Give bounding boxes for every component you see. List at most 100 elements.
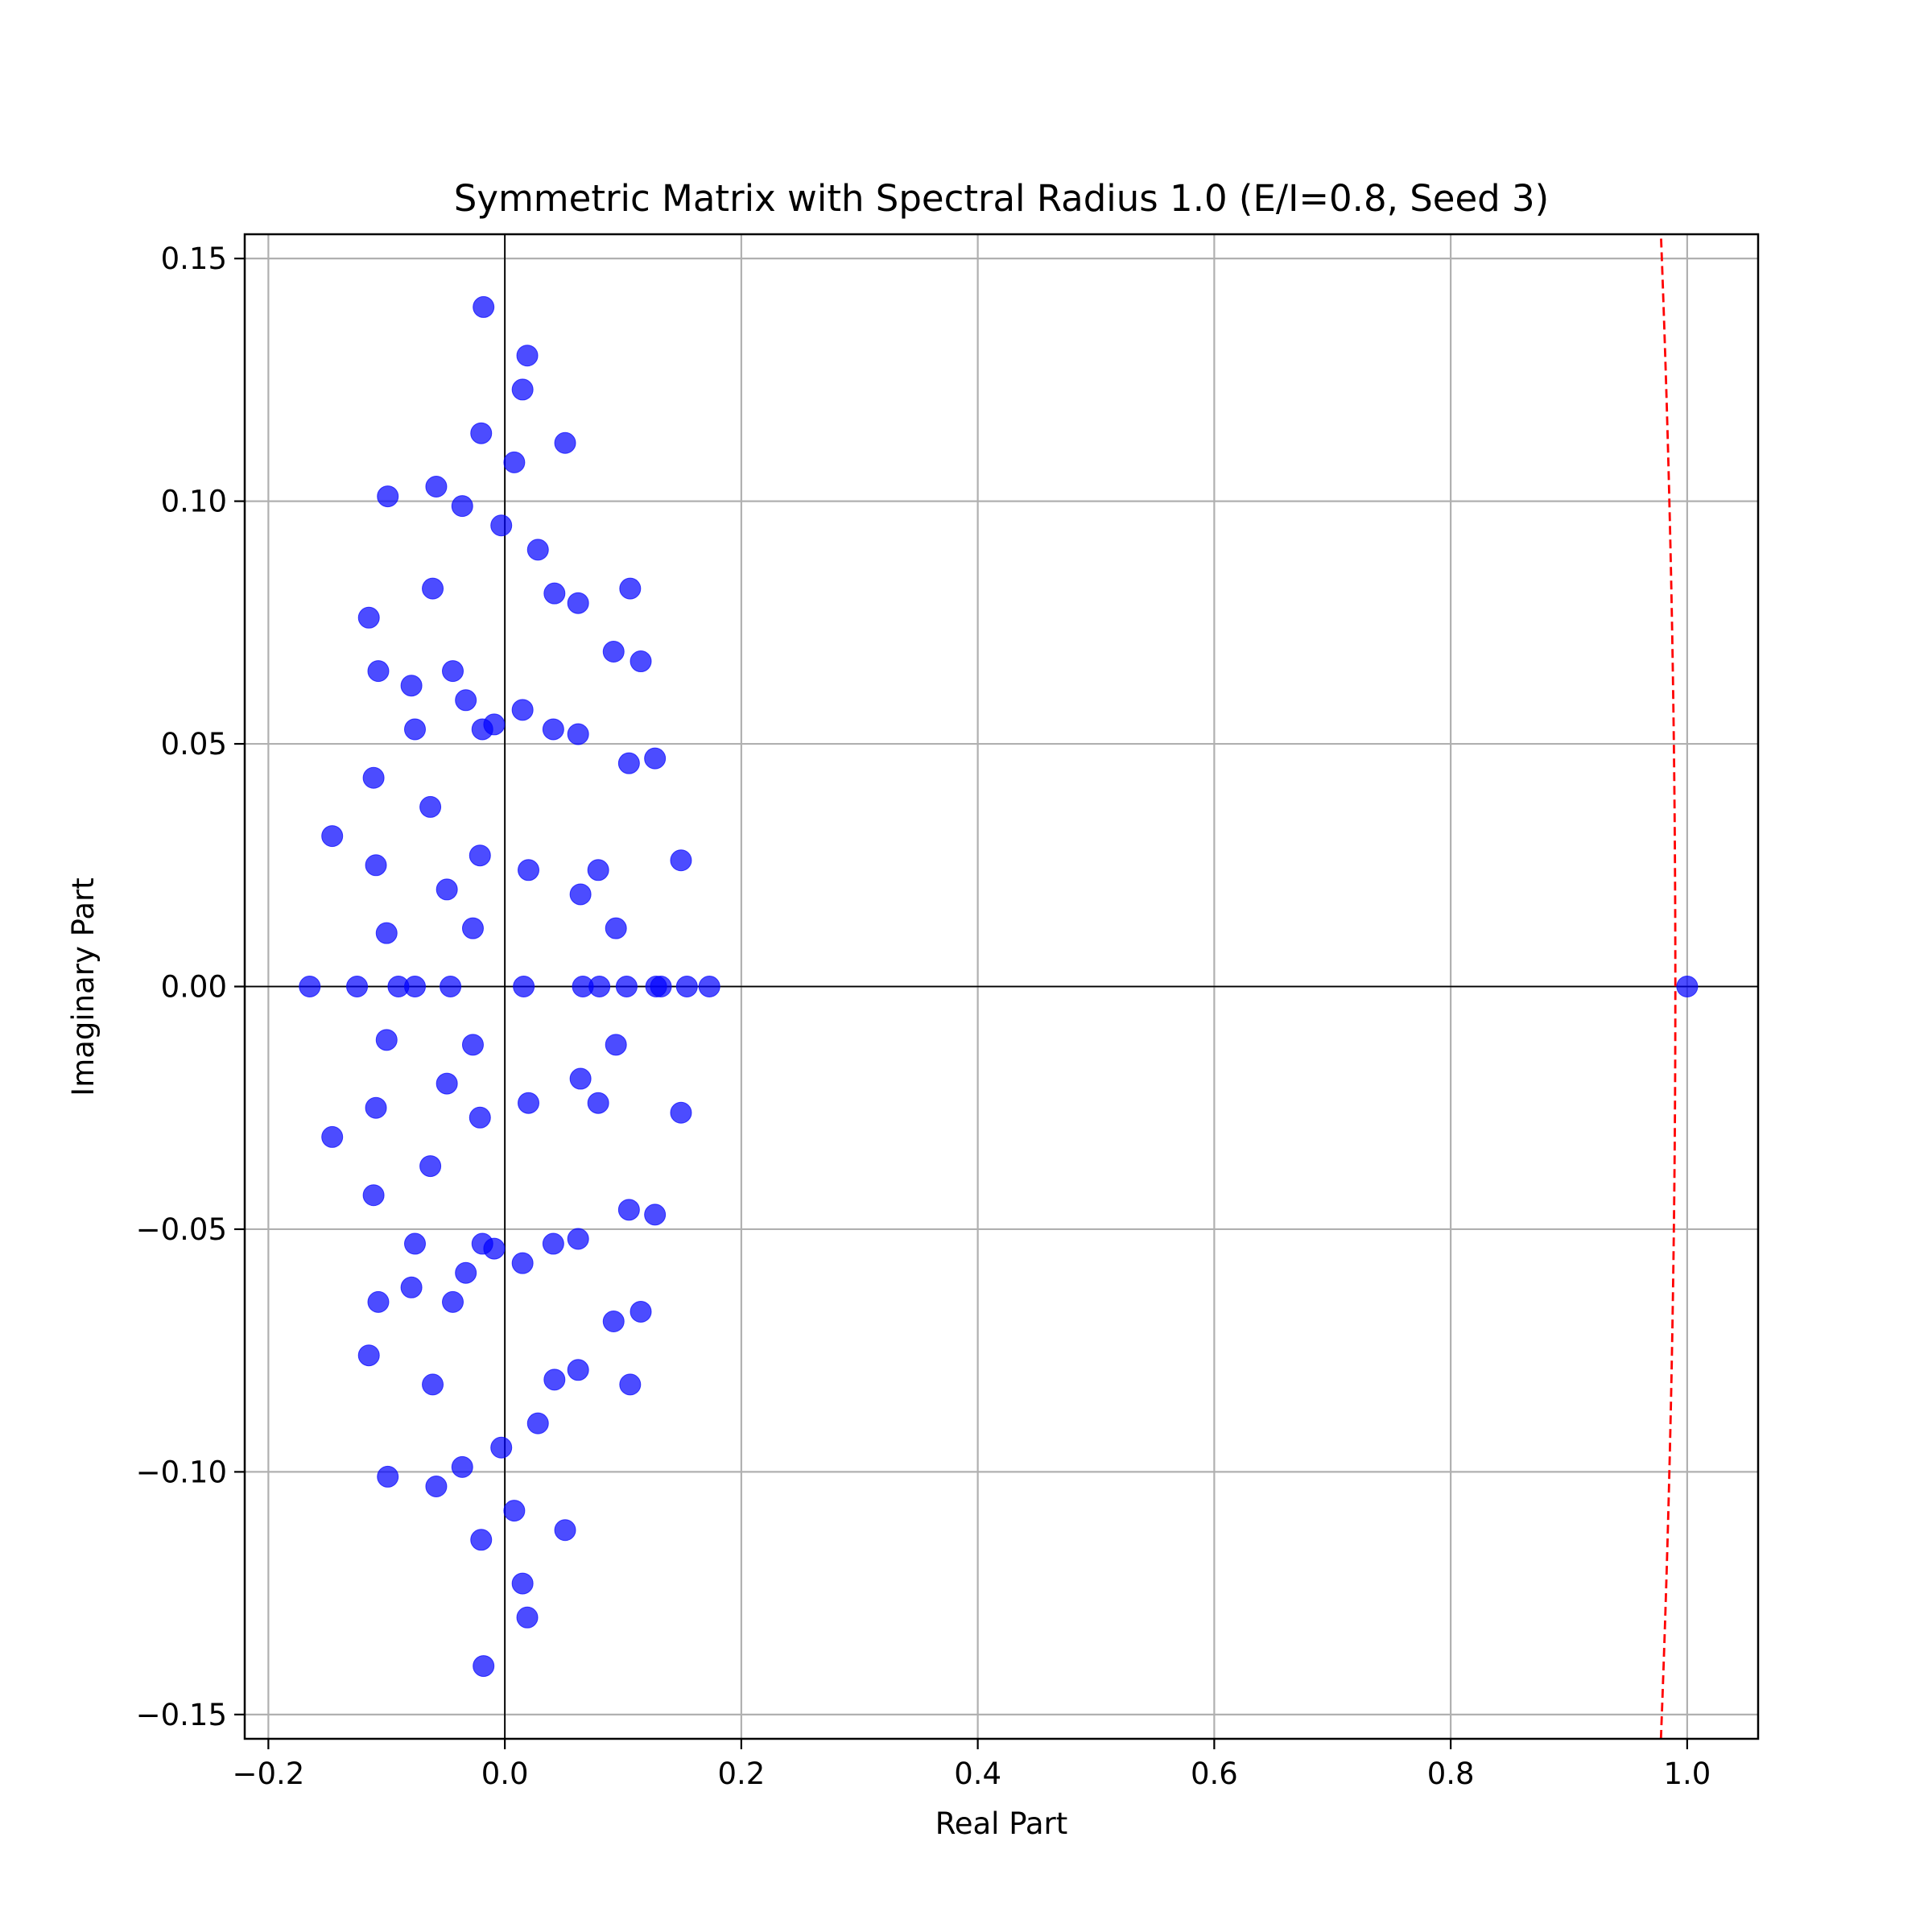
eigenvalue-point bbox=[419, 795, 442, 818]
eigenvalue-point bbox=[543, 1368, 566, 1391]
eigenvalue-point bbox=[357, 606, 380, 629]
eigenvalue-point bbox=[469, 1106, 491, 1129]
eigenvalue-point bbox=[615, 976, 638, 997]
eigenvalue-point bbox=[605, 1034, 627, 1056]
eigenvalue-point bbox=[365, 854, 387, 877]
x-tick-label: 1.0 bbox=[1663, 1757, 1711, 1791]
eigenvalue-point bbox=[451, 1455, 473, 1478]
eigenvalue-point bbox=[569, 883, 592, 906]
y-axis-label: Imaginary Part bbox=[66, 877, 101, 1096]
eigenvalue-point bbox=[375, 1029, 398, 1051]
eigenvalue-point bbox=[442, 1290, 464, 1313]
eigenvalue-point bbox=[425, 476, 448, 498]
eigenvalue-point bbox=[404, 976, 426, 997]
eigenvalue-point bbox=[436, 1072, 458, 1095]
reference-circle bbox=[1659, 233, 1677, 1740]
eigenvalue-point bbox=[404, 718, 426, 741]
eigenvalue-point bbox=[511, 1572, 534, 1595]
eigenvalue-point bbox=[375, 922, 398, 944]
eigenvalue-point bbox=[357, 1344, 380, 1367]
eigenvalue-point bbox=[440, 976, 462, 997]
eigenvalue-point bbox=[455, 1261, 477, 1284]
eigenvalue-point bbox=[511, 699, 534, 721]
eigenvalue-point bbox=[670, 849, 692, 872]
eigenvalue-point bbox=[503, 1500, 526, 1522]
x-tick-label: 0.4 bbox=[954, 1757, 1001, 1791]
eigenvalue-point bbox=[588, 976, 611, 997]
eigenvalue-point bbox=[542, 718, 564, 741]
eigenvalue-point bbox=[526, 539, 549, 561]
y-tick-label: 0.15 bbox=[161, 242, 227, 276]
eigenvalue-point bbox=[471, 718, 493, 741]
y-tick-label: 0.05 bbox=[161, 727, 227, 762]
eigenvalue-point bbox=[630, 1300, 652, 1323]
eigenvalue-point bbox=[518, 1092, 539, 1114]
eigenvalue-point bbox=[490, 514, 513, 537]
x-tick-label: 0.6 bbox=[1191, 1757, 1238, 1791]
eigenvalue-point bbox=[425, 1475, 448, 1497]
x-tick-label: 0.2 bbox=[717, 1757, 765, 1791]
eigenvalue-point bbox=[419, 1155, 442, 1178]
eigenvalue-point bbox=[617, 752, 640, 774]
chart-title: Symmetric Matrix with Spectral Radius 1.… bbox=[454, 177, 1549, 220]
eigenvalue-point bbox=[511, 1252, 534, 1274]
eigenvalue-point bbox=[470, 422, 493, 444]
eigenvalue-point bbox=[554, 1519, 576, 1542]
eigenvalue-point bbox=[569, 1067, 592, 1090]
eigenvalue-point bbox=[461, 917, 484, 939]
eigenvalue-point bbox=[299, 976, 321, 997]
eigenvalue-point bbox=[461, 1034, 484, 1056]
eigenvalue-point bbox=[346, 976, 369, 997]
eigenvalue-point bbox=[567, 723, 589, 745]
eigenvalue-point bbox=[377, 485, 399, 508]
eigenvalue-point bbox=[587, 1092, 609, 1114]
eigenvalue-point bbox=[516, 345, 539, 367]
eigenvalue-point bbox=[511, 378, 534, 401]
eigenvalue-point bbox=[377, 1465, 399, 1488]
eigenvalue-point bbox=[400, 675, 423, 697]
eigenvalue-point bbox=[469, 844, 491, 867]
eigenvalue-point bbox=[365, 1096, 387, 1119]
reference-circle-arc bbox=[1659, 233, 1677, 1740]
eigenvalue-point bbox=[670, 1101, 692, 1124]
eigenvalue-points bbox=[299, 295, 1699, 1678]
eigenvalue-point bbox=[605, 917, 627, 939]
x-tick-label: 0.0 bbox=[481, 1757, 529, 1791]
eigenvalue-point bbox=[602, 640, 625, 663]
eigenvalue-point bbox=[490, 1436, 513, 1459]
eigenvalue-point bbox=[542, 1232, 564, 1255]
y-tick-label: 0.10 bbox=[161, 485, 227, 519]
eigenvalue-point bbox=[619, 577, 642, 600]
eigenvalue-point bbox=[518, 859, 539, 881]
eigenvalue-point bbox=[321, 1125, 344, 1148]
eigenvalue-point bbox=[567, 592, 589, 614]
eigenvalue-point bbox=[567, 1228, 589, 1250]
eigenvalue-point bbox=[436, 878, 458, 901]
eigenvalue-point bbox=[422, 1373, 444, 1396]
eigenvalue-point bbox=[442, 660, 464, 683]
eigenvalue-point bbox=[471, 1232, 493, 1255]
y-tick-label: −0.15 bbox=[136, 1698, 227, 1732]
eigenvalue-point bbox=[367, 1290, 390, 1313]
eigenvalue-point bbox=[473, 1655, 495, 1678]
eigenvalue-point bbox=[698, 976, 720, 997]
eigenvalue-point bbox=[473, 295, 495, 318]
eigenvalue-point bbox=[554, 431, 576, 454]
eigenvalue-point bbox=[362, 766, 385, 789]
eigenvalue-point bbox=[513, 976, 535, 997]
eigenvalue-point bbox=[503, 451, 526, 473]
eigenvalue-point bbox=[422, 577, 444, 600]
eigenvalue-point bbox=[543, 582, 566, 605]
eigenvalue-point bbox=[404, 1232, 426, 1255]
eigenvalue-point bbox=[602, 1311, 625, 1333]
zero-axes bbox=[245, 234, 1758, 1739]
eigenvalue-point bbox=[367, 660, 390, 683]
eigenvalue-point bbox=[516, 1606, 539, 1629]
eigenvalue-point bbox=[675, 976, 698, 997]
eigenvalue-point bbox=[451, 495, 473, 518]
eigenvalue-point bbox=[400, 1276, 423, 1298]
eigenvalue-point bbox=[644, 747, 667, 770]
eigenvalue-point bbox=[587, 859, 609, 881]
x-tick-label: −0.2 bbox=[232, 1757, 304, 1791]
